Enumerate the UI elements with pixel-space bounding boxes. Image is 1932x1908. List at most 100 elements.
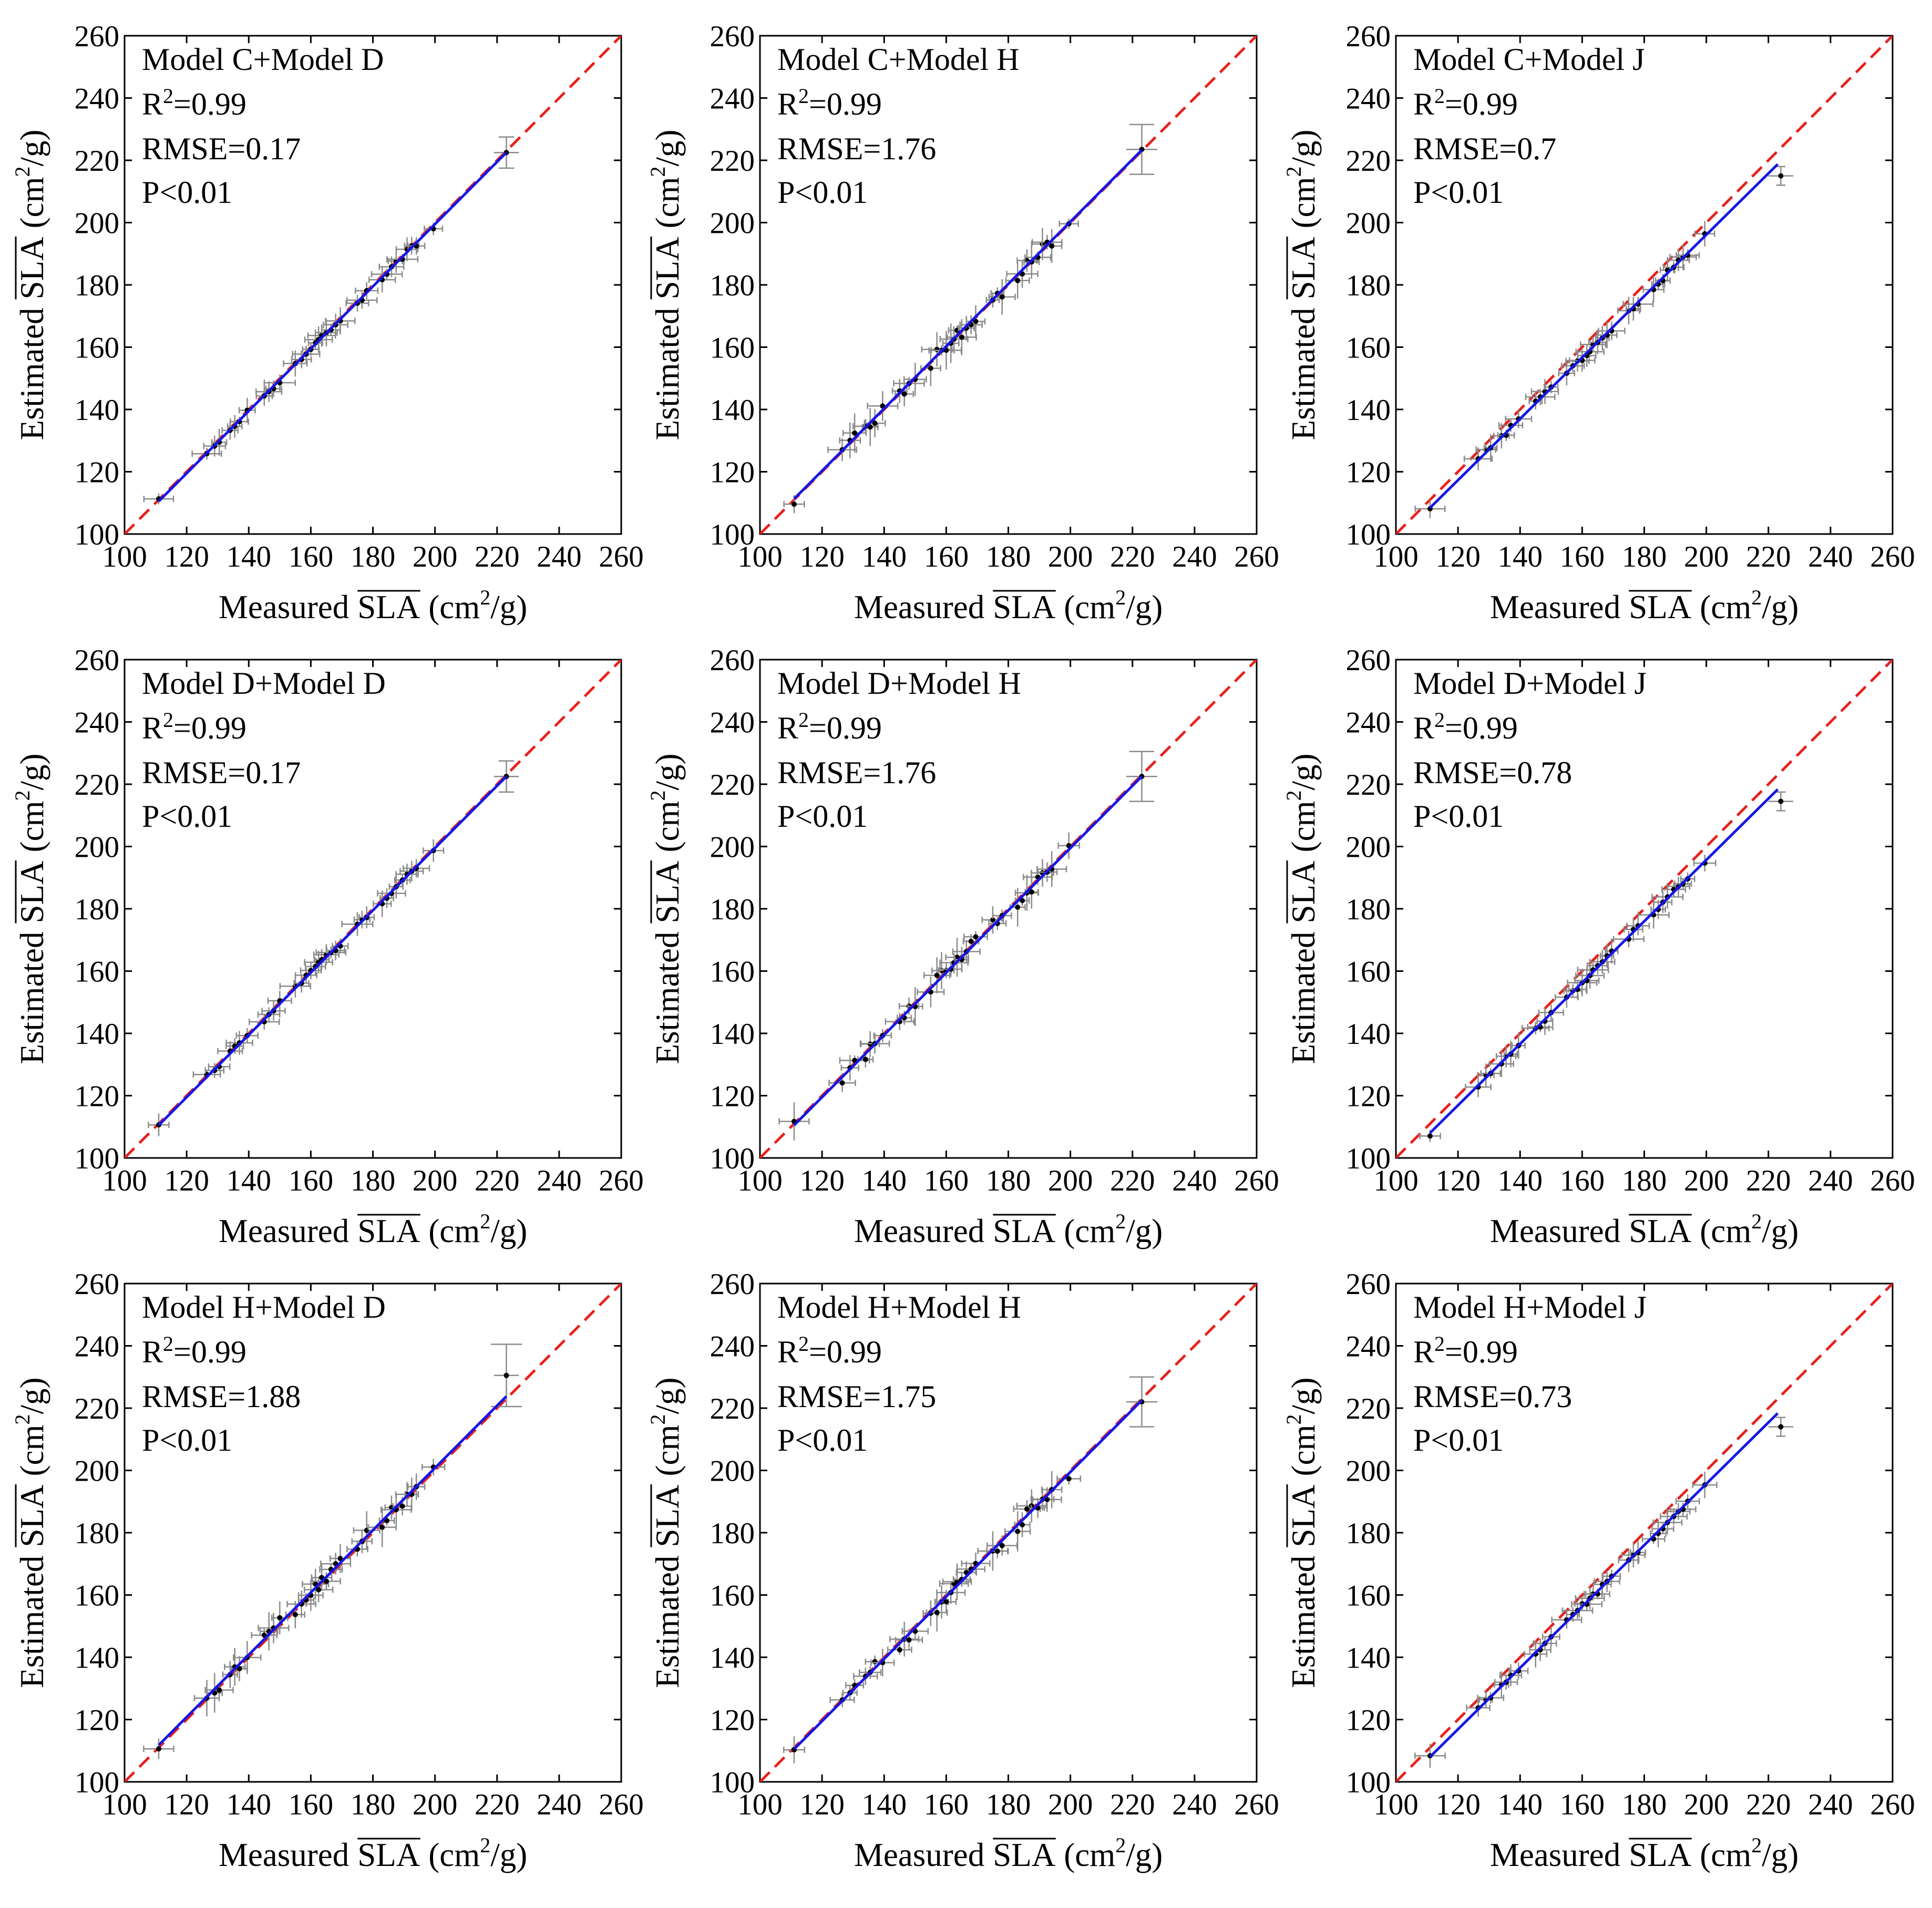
x-tick-label: 200 [413, 1164, 458, 1197]
y-tick-label: 180 [1346, 893, 1391, 926]
x-tick-label: 100 [102, 540, 147, 573]
x-tick-label: 220 [1746, 540, 1791, 573]
x-label-unit-sup: 2 [1115, 586, 1126, 609]
y-tick-label: 160 [75, 956, 120, 989]
x-tick-label: 120 [1435, 540, 1481, 573]
y-label-prefix: Estimated [1285, 1556, 1322, 1688]
x-tick-label: 240 [537, 1788, 582, 1821]
x-tick-label: 100 [1373, 1788, 1419, 1821]
y-label-var: SLA [14, 1484, 50, 1547]
r2-prefix: R [142, 87, 163, 121]
y-tick-label: 100 [1346, 1142, 1391, 1175]
y-tick-label: 140 [1346, 1018, 1391, 1051]
data-point [217, 1687, 222, 1693]
data-point [906, 1637, 912, 1643]
y-label-unit-close: /g) [649, 754, 686, 791]
r2-superscript: 2 [163, 1332, 173, 1356]
fit-line [793, 149, 1143, 500]
x-label-unit-sup: 2 [1115, 1209, 1126, 1233]
y-tick-label: 160 [75, 332, 120, 365]
y-label-unit: (cm [14, 1425, 50, 1476]
x-tick-label: 120 [799, 540, 845, 573]
x-tick-label: 160 [924, 540, 969, 573]
r2-value: =0.99 [809, 1335, 882, 1369]
x-axis-label: Measured SLA (cm2/g) [219, 1209, 527, 1249]
data-point [872, 420, 878, 426]
x-tick-label: 200 [413, 1788, 458, 1821]
y-tick-label: 260 [1346, 644, 1391, 677]
data-point [959, 334, 964, 340]
r2-prefix: R [1413, 87, 1434, 121]
r2-superscript: 2 [798, 1332, 809, 1356]
r2-annotation: R2=0.99 [777, 708, 882, 745]
x-label-unit-close: /g) [1126, 589, 1163, 625]
y-tick-label: 160 [710, 956, 755, 989]
x-tick-label: 260 [1870, 540, 1915, 573]
y-tick-label: 200 [1346, 207, 1391, 240]
y-axis-label: Estimated SLA (cm2/g) [11, 754, 50, 1064]
y-tick-label: 140 [710, 394, 755, 427]
r2-annotation: R2=0.99 [1413, 84, 1518, 121]
y-label-unit-close: /g) [14, 1378, 50, 1414]
rmse-annotation: RMSE=1.88 [142, 1379, 301, 1414]
data-point [897, 1647, 902, 1653]
panel-title: Model H+Model H [777, 1290, 1021, 1325]
y-label-unit: (cm [14, 801, 50, 853]
y-axis-label: Estimated SLA (cm2/g) [646, 1378, 686, 1688]
x-tick-label: 180 [986, 1164, 1031, 1197]
x-axis-label: Measured SLA (cm2/g) [854, 586, 1163, 625]
data-point [852, 430, 858, 436]
y-tick-label: 180 [75, 893, 120, 926]
y-label-prefix: Estimated [649, 308, 686, 440]
y-label-unit-sup: 2 [1282, 791, 1306, 801]
r2-superscript: 2 [798, 84, 809, 108]
fit-line [793, 1399, 1143, 1750]
x-label-var: SLA [357, 1837, 420, 1873]
x-tick-label: 240 [537, 1164, 582, 1197]
y-label-unit-sup: 2 [1282, 1414, 1306, 1425]
x-label-unit-sup: 2 [1751, 586, 1762, 609]
r2-value: =0.99 [1445, 711, 1518, 745]
y-tick-label: 220 [1346, 145, 1391, 178]
x-axis-label: Measured SLA (cm2/g) [854, 1209, 1163, 1249]
x-tick-label: 260 [1234, 1164, 1279, 1197]
x-tick-label: 260 [1234, 1788, 1279, 1821]
r2-annotation: R2=0.99 [142, 84, 246, 121]
y-tick-label: 240 [1346, 706, 1391, 740]
r2-prefix: R [777, 1335, 798, 1369]
x-tick-label: 220 [1746, 1788, 1791, 1821]
y-label-prefix: Estimated [14, 932, 50, 1064]
r2-superscript: 2 [163, 84, 173, 108]
x-label-unit: (cm [1064, 589, 1115, 625]
r2-prefix: R [142, 711, 163, 745]
x-tick-label: 220 [1110, 1164, 1155, 1197]
y-tick-label: 260 [1346, 1268, 1391, 1301]
y-label-prefix: Estimated [649, 932, 686, 1064]
r2-annotation: R2=0.99 [1413, 1332, 1518, 1369]
x-label-var: SLA [993, 1213, 1056, 1249]
x-label-unit-sup: 2 [1115, 1833, 1126, 1857]
data-point [999, 1543, 1005, 1548]
y-tick-label: 240 [75, 1330, 120, 1363]
y-label-prefix: Estimated [14, 1556, 50, 1688]
y-tick-label: 100 [1346, 1766, 1391, 1799]
y-label-unit-sup: 2 [1282, 167, 1306, 177]
x-tick-label: 200 [1684, 1164, 1729, 1197]
x-tick-label: 180 [351, 1788, 396, 1821]
r2-annotation: R2=0.99 [142, 708, 246, 745]
y-label-var: SLA [649, 860, 686, 924]
y-tick-label: 240 [710, 1330, 755, 1363]
y-tick-label: 160 [75, 1579, 120, 1613]
data-point-outlier [1778, 1424, 1784, 1430]
fit-line [1429, 163, 1779, 509]
rmse-annotation: RMSE=0.17 [142, 755, 301, 790]
data-point [1020, 1522, 1025, 1527]
x-tick-label: 120 [799, 1164, 845, 1197]
p-value-annotation: P<0.01 [777, 1423, 868, 1458]
r2-superscript: 2 [1434, 84, 1445, 108]
y-label-var: SLA [649, 1484, 686, 1547]
p-value-annotation: P<0.01 [142, 175, 232, 210]
data-point [277, 1615, 283, 1620]
r2-value: =0.99 [1445, 1335, 1518, 1369]
